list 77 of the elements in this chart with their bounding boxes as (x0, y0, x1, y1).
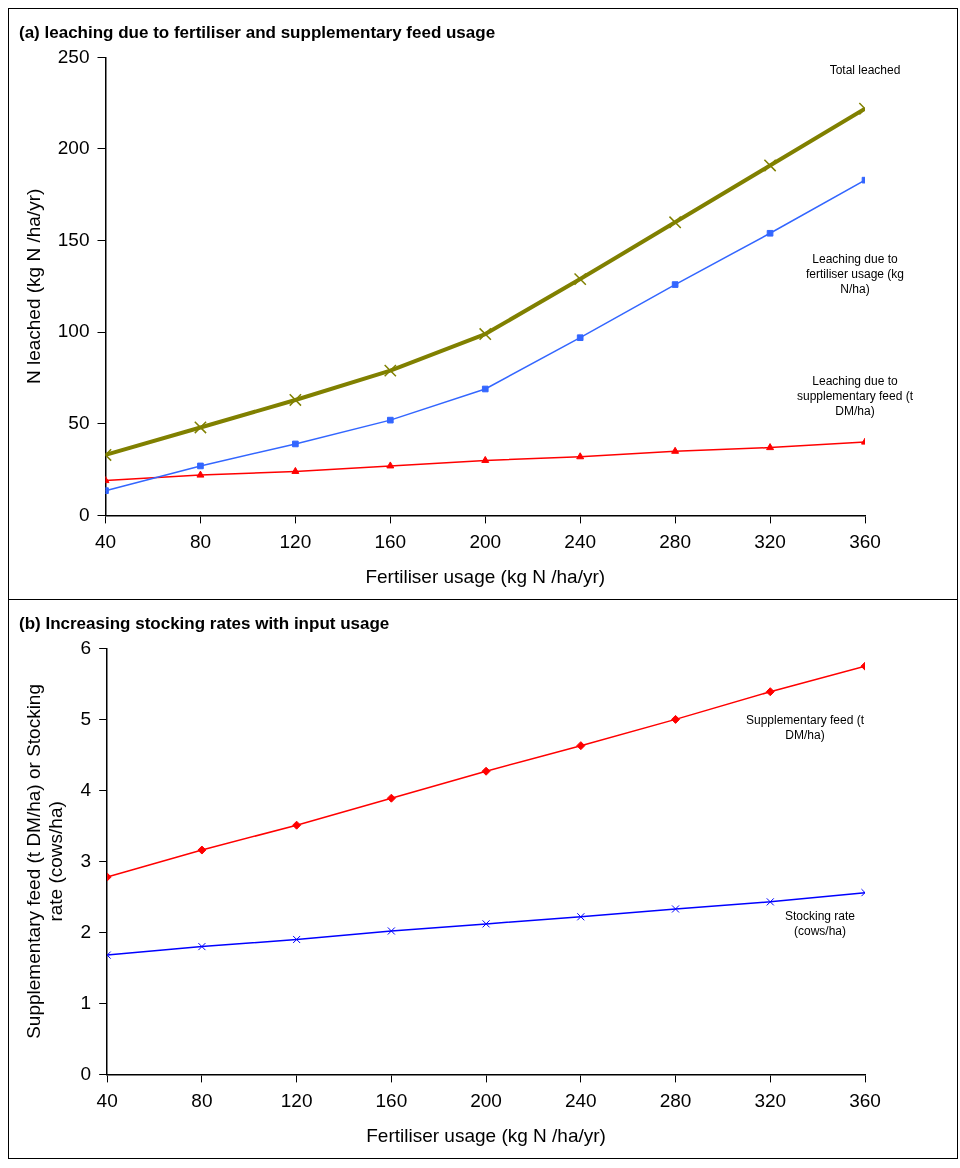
point (481, 455, 490, 463)
point (383, 364, 397, 378)
point (671, 281, 679, 288)
point (292, 820, 302, 830)
series-label: Stocking rate (cows/ha) (784, 909, 856, 939)
series-label: Supplementary feed (t DM/ha) (745, 712, 865, 742)
point (576, 741, 586, 751)
y-tick-label: 250 (57, 45, 90, 67)
point (292, 935, 301, 944)
text: Leaching due to fertiliser usage (kg N/ha) (805, 252, 905, 297)
x-tick-label: 320 (754, 1090, 787, 1112)
x-tick-label: 360 (849, 1090, 881, 1112)
point (671, 904, 680, 914)
y-tick-label: 0 (78, 503, 90, 525)
point (481, 385, 489, 393)
x-tick-label: 200 (470, 1090, 502, 1112)
point (386, 793, 396, 803)
point (482, 919, 491, 928)
point (481, 766, 491, 776)
point (766, 897, 775, 906)
x-tick-label: 160 (374, 531, 407, 553)
point (668, 215, 682, 229)
x-tick-label: 120 (279, 531, 312, 553)
point (197, 942, 206, 951)
point (765, 687, 775, 697)
point (573, 272, 587, 286)
y-axis-title: N leached (kg N /ha/yr) (22, 188, 44, 385)
x-tick-label: 160 (375, 1090, 408, 1112)
point (671, 446, 680, 454)
x-tick-label: 320 (754, 531, 786, 553)
point (197, 845, 207, 855)
point (288, 393, 302, 407)
y-tick-label: 150 (57, 228, 90, 250)
y-tick-label: 4 (80, 778, 92, 800)
point (291, 466, 300, 474)
y-tick-label: 3 (80, 849, 92, 871)
y-tick-label: 2 (80, 920, 92, 942)
point (766, 443, 775, 451)
x-tick-label: 40 (96, 1090, 118, 1112)
y-tick-label: 50 (68, 412, 90, 434)
x-tick-label: 80 (191, 1090, 213, 1112)
x-axis-title: Fertiliser usage (kg N /ha/yr) (365, 565, 606, 587)
text: Total leached (829, 63, 901, 78)
x-tick-label: 360 (849, 531, 881, 553)
x-tick-label: 200 (469, 531, 502, 553)
point (386, 416, 394, 424)
point (194, 421, 207, 434)
point (292, 440, 299, 448)
x-tick-label: 240 (564, 1090, 597, 1112)
y-tick-label: 1 (80, 991, 92, 1013)
y-tick-label: 0 (80, 1062, 92, 1084)
point (576, 452, 585, 460)
point (576, 334, 584, 342)
x-tick-label: 240 (564, 531, 597, 553)
x-tick-label: 40 (94, 531, 117, 553)
x-tick-label: 280 (659, 531, 691, 553)
x-tick-label: 280 (659, 1090, 692, 1112)
point (197, 462, 204, 470)
y-tick-label: 6 (80, 636, 92, 658)
point (386, 461, 395, 469)
x-tick-label: 80 (189, 531, 212, 553)
point (763, 159, 777, 172)
point (576, 912, 585, 921)
chart-title: (a) leaching due to fertiliser and supplementary feed usage (19, 22, 496, 42)
point (478, 327, 492, 341)
y-tick-label: 5 (80, 707, 92, 729)
chart-title: (b) Increasing stocking rates with input usage (19, 613, 390, 633)
y-axis-title: Supplementary feed (t DM/ha) or Stocking rate (cows/ha) (22, 683, 67, 1039)
point (387, 926, 396, 936)
y-tick-label: 200 (57, 137, 90, 159)
point (671, 714, 681, 724)
text: Leaching due to supplementary feed (t DM/ha) (796, 374, 914, 419)
y-tick-label: 100 (57, 320, 90, 342)
point (766, 229, 774, 237)
x-tick-label: 120 (280, 1090, 313, 1112)
point (196, 470, 205, 478)
x-axis-title: Fertiliser usage (kg N /ha/yr) (366, 1124, 606, 1146)
